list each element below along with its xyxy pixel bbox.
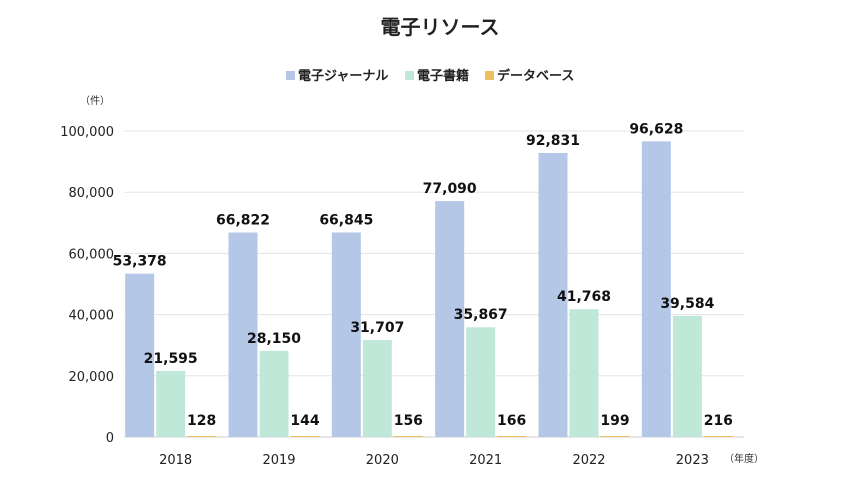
data-label: 156 bbox=[394, 413, 423, 429]
data-label: 28,150 bbox=[247, 331, 301, 347]
legend-label: 電子ジャーナル bbox=[298, 69, 388, 84]
bar bbox=[641, 141, 671, 438]
y-tick-label: 40,000 bbox=[69, 309, 115, 324]
y-tick-label: 0 bbox=[106, 431, 114, 446]
bar bbox=[672, 315, 702, 437]
bar bbox=[703, 436, 733, 437]
x-tick-label: 2019 bbox=[262, 453, 295, 468]
bar bbox=[466, 327, 496, 437]
data-label: 39,584 bbox=[660, 296, 714, 312]
data-label: 166 bbox=[497, 413, 526, 429]
bar bbox=[497, 436, 527, 437]
bar bbox=[290, 436, 320, 437]
data-label: 21,595 bbox=[144, 351, 198, 367]
bar bbox=[125, 273, 155, 437]
bar bbox=[393, 436, 423, 437]
data-label: 96,628 bbox=[629, 121, 683, 137]
bar bbox=[435, 201, 465, 437]
data-label: 31,707 bbox=[350, 320, 404, 336]
x-axis-unit: （年度） bbox=[724, 452, 764, 465]
x-tick-label: 2020 bbox=[366, 453, 399, 468]
gridlines bbox=[124, 130, 744, 438]
data-label: 92,831 bbox=[526, 133, 580, 149]
y-tick-label: 20,000 bbox=[69, 370, 115, 385]
legend-swatch bbox=[485, 71, 494, 80]
x-tick-label: 2023 bbox=[676, 453, 709, 468]
x-axis-ticks: 2018 2019 2020 2021 2022 2023 bbox=[159, 453, 709, 468]
data-label: 66,845 bbox=[319, 212, 373, 228]
data-label: 199 bbox=[600, 413, 629, 429]
data-label: 53,378 bbox=[113, 254, 167, 270]
bar bbox=[362, 339, 392, 437]
x-tick-label: 2021 bbox=[469, 453, 502, 468]
legend-label: 電子書籍 bbox=[417, 68, 469, 84]
x-tick-label: 2022 bbox=[572, 453, 605, 468]
y-axis-ticks: 0 20,000 40,000 60,000 80,000 100,000 bbox=[60, 125, 114, 446]
legend: 電子ジャーナル 電子書籍 データベース bbox=[286, 68, 574, 84]
y-tick-label: 60,000 bbox=[69, 247, 115, 262]
data-label: 77,090 bbox=[423, 181, 477, 197]
data-label: 66,822 bbox=[216, 213, 270, 229]
bar bbox=[600, 436, 630, 437]
x-tick-label: 2018 bbox=[159, 453, 192, 468]
legend-swatch bbox=[286, 71, 295, 80]
data-label: 41,768 bbox=[557, 289, 611, 305]
bar bbox=[228, 232, 258, 437]
data-label: 128 bbox=[187, 413, 216, 429]
y-tick-label: 100,000 bbox=[60, 125, 114, 140]
data-label: 144 bbox=[290, 413, 319, 429]
bar bbox=[538, 152, 568, 437]
y-axis-unit: （件） bbox=[80, 95, 110, 107]
y-tick-label: 80,000 bbox=[69, 186, 115, 201]
data-label: 35,867 bbox=[454, 307, 508, 323]
bar bbox=[156, 370, 186, 437]
bar bbox=[569, 309, 599, 437]
bars: 53,378 21,595 128 66,822 28,150 144 66,845 31,7… bbox=[113, 121, 733, 438]
chart-title: 電子リソース bbox=[381, 15, 500, 39]
bar bbox=[259, 350, 289, 437]
bar bbox=[187, 436, 217, 437]
legend-label: データベース bbox=[497, 68, 574, 84]
legend-swatch bbox=[405, 71, 414, 80]
data-label: 216 bbox=[704, 413, 733, 429]
bar bbox=[331, 232, 361, 437]
